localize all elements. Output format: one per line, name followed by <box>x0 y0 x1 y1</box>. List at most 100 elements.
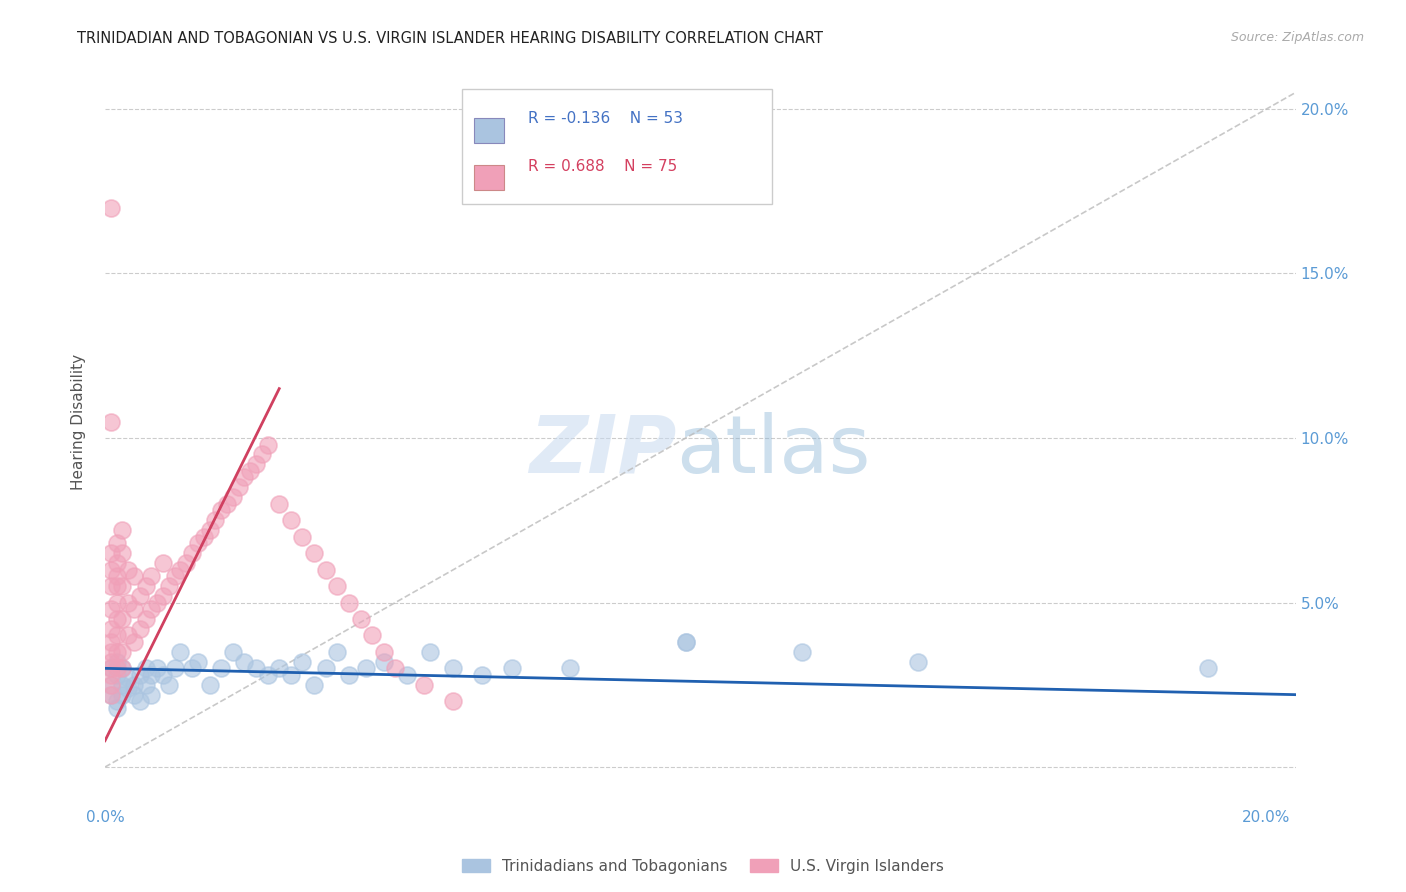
Point <box>100 678 122 692</box>
Point <box>105 579 128 593</box>
Point <box>100 602 122 616</box>
Point <box>105 595 128 609</box>
Point <box>105 645 128 659</box>
Point <box>111 523 134 537</box>
Point <box>419 645 441 659</box>
Point <box>100 645 122 659</box>
Point <box>245 458 267 472</box>
Point <box>105 628 128 642</box>
Point <box>291 530 314 544</box>
Point <box>141 602 163 616</box>
Point <box>233 470 256 484</box>
Point <box>209 661 232 675</box>
Point <box>105 569 128 583</box>
Point <box>907 655 929 669</box>
Point <box>100 688 122 702</box>
Point <box>100 563 122 577</box>
Point <box>443 694 465 708</box>
Point <box>222 490 245 504</box>
Point <box>100 688 122 702</box>
Point <box>122 635 145 649</box>
FancyBboxPatch shape <box>463 88 772 204</box>
Point <box>675 635 697 649</box>
Point <box>100 661 122 675</box>
Text: R = -0.136    N = 53: R = -0.136 N = 53 <box>527 112 683 127</box>
Point <box>105 536 128 550</box>
Point <box>413 678 436 692</box>
Point <box>233 655 256 669</box>
Point <box>501 661 523 675</box>
Point <box>209 503 232 517</box>
Point <box>181 661 204 675</box>
Point <box>100 415 122 429</box>
Point <box>337 668 360 682</box>
Point <box>558 661 581 675</box>
Point <box>187 655 209 669</box>
Point <box>141 569 163 583</box>
Point <box>157 678 180 692</box>
Point <box>152 556 174 570</box>
Point <box>302 546 325 560</box>
Point <box>384 661 406 675</box>
Point <box>157 579 180 593</box>
Point <box>100 661 122 675</box>
Point <box>228 480 250 494</box>
Point <box>349 612 371 626</box>
Text: TRINIDADIAN AND TOBAGONIAN VS U.S. VIRGIN ISLANDER HEARING DISABILITY CORRELATIO: TRINIDADIAN AND TOBAGONIAN VS U.S. VIRGI… <box>77 31 824 46</box>
Point <box>187 536 209 550</box>
Point <box>146 661 169 675</box>
Point <box>250 447 273 461</box>
Text: R = 0.688    N = 75: R = 0.688 N = 75 <box>527 159 676 174</box>
Point <box>181 546 204 560</box>
Point <box>122 688 145 702</box>
Point <box>135 612 157 626</box>
Point <box>256 668 278 682</box>
Point <box>361 628 384 642</box>
Point <box>193 530 215 544</box>
Point <box>280 513 302 527</box>
Point <box>111 579 134 593</box>
Point <box>117 628 139 642</box>
Point <box>135 579 157 593</box>
Text: 20.0%: 20.0% <box>1243 810 1291 825</box>
Point <box>215 497 238 511</box>
Point <box>471 668 494 682</box>
Point <box>122 602 145 616</box>
Point <box>152 668 174 682</box>
Text: 0.0%: 0.0% <box>86 810 124 825</box>
Point <box>105 556 128 570</box>
Point <box>373 645 395 659</box>
Point <box>395 668 418 682</box>
Point <box>152 589 174 603</box>
Point <box>100 678 122 692</box>
Y-axis label: Hearing Disability: Hearing Disability <box>72 353 86 490</box>
Point <box>326 579 349 593</box>
Point <box>198 523 221 537</box>
Point <box>122 678 145 692</box>
Point <box>105 668 128 682</box>
Point <box>169 563 191 577</box>
Text: Source: ZipAtlas.com: Source: ZipAtlas.com <box>1230 31 1364 45</box>
Point <box>135 661 157 675</box>
Point <box>198 678 221 692</box>
Point <box>117 595 139 609</box>
Point <box>100 546 122 560</box>
Legend: Trinidadians and Tobagonians, U.S. Virgin Islanders: Trinidadians and Tobagonians, U.S. Virgi… <box>456 853 950 880</box>
Point <box>675 635 697 649</box>
Point <box>135 678 157 692</box>
Point <box>790 645 813 659</box>
Point <box>163 661 186 675</box>
Point <box>245 661 267 675</box>
Point <box>326 645 349 659</box>
Point <box>169 645 191 659</box>
Point <box>105 612 128 626</box>
Point <box>1198 661 1220 675</box>
Point <box>111 661 134 675</box>
Point <box>280 668 302 682</box>
Point <box>269 497 291 511</box>
Point <box>111 645 134 659</box>
Point <box>269 661 291 675</box>
Point <box>222 645 245 659</box>
Point <box>100 655 122 669</box>
Point <box>100 668 122 682</box>
